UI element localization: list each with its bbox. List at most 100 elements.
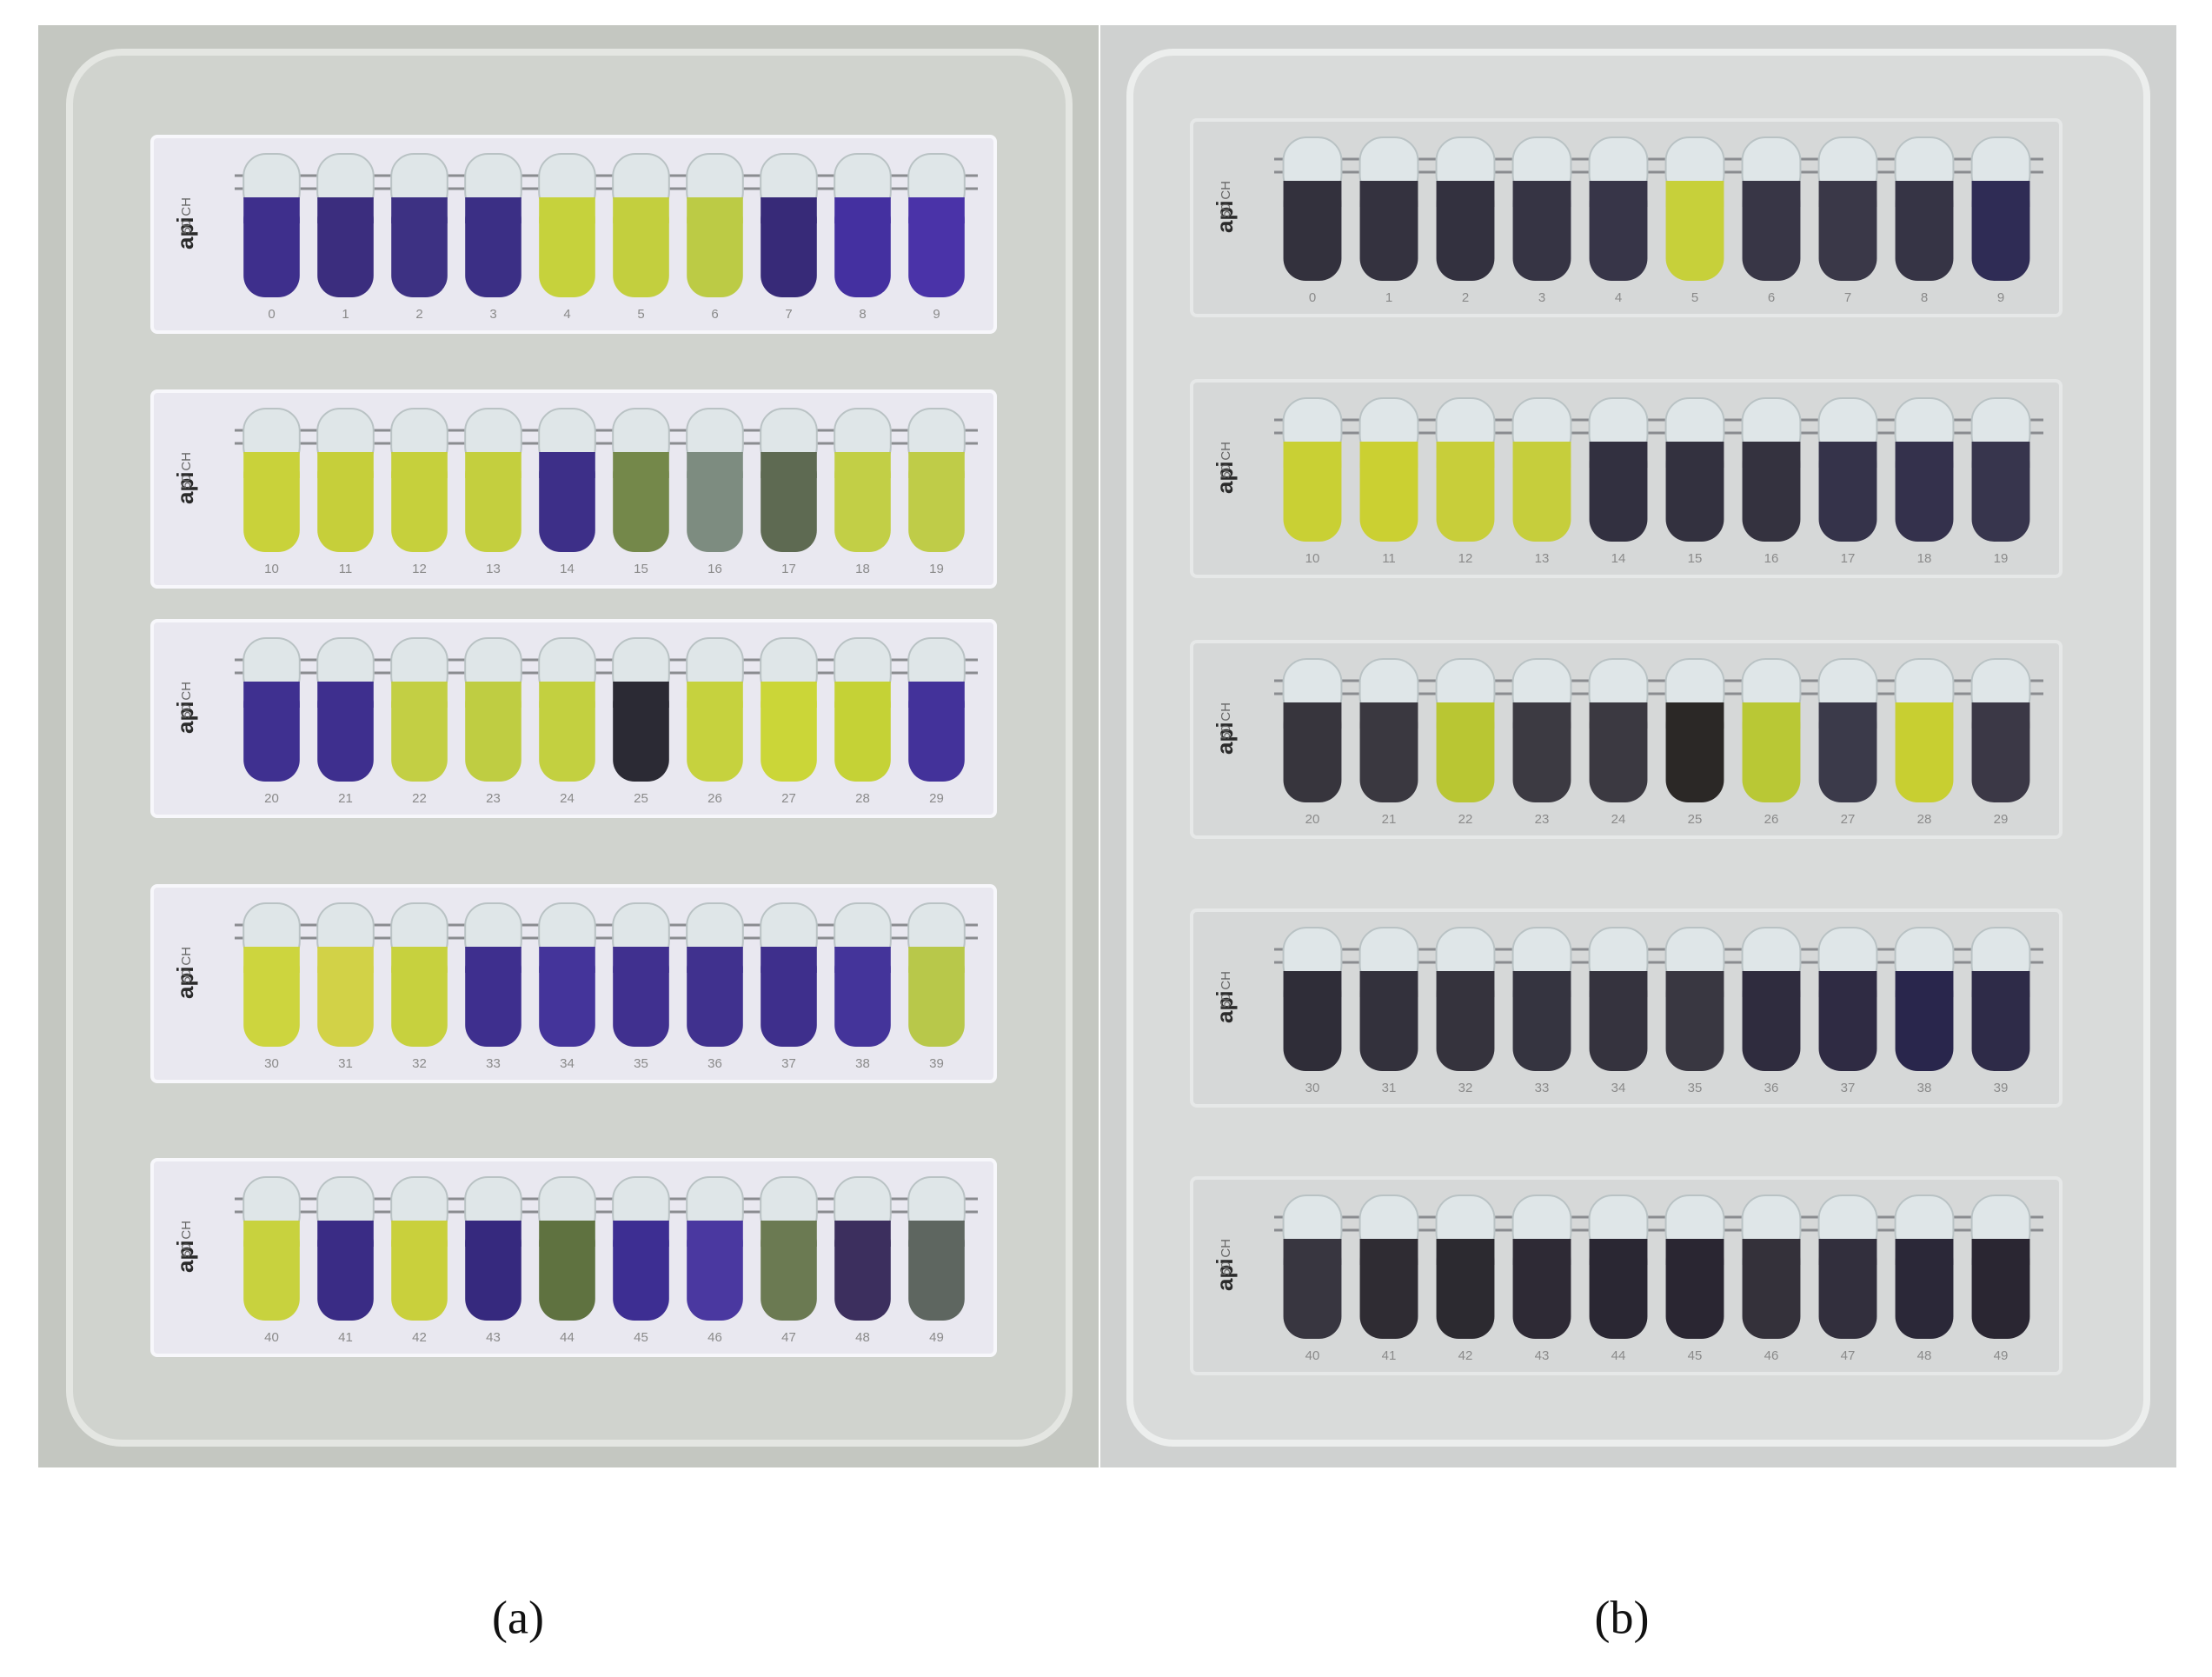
cupule-top <box>613 1221 669 1247</box>
cupule-top <box>317 452 374 478</box>
cupule-top <box>391 197 448 223</box>
cupule-top <box>613 197 669 223</box>
cupule-number: 7 <box>1844 290 1851 305</box>
cupule-number: 41 <box>338 1330 353 1345</box>
cupule-number: 10 <box>264 562 279 576</box>
cupule-number: 37 <box>781 1056 796 1071</box>
cupule-top <box>1895 1239 1954 1265</box>
cupule-number: 30 <box>264 1056 279 1071</box>
cupule-number: 20 <box>1305 812 1320 827</box>
cupule-top <box>539 1221 595 1247</box>
cupule-top <box>1359 181 1418 207</box>
cupule-number: 0 <box>268 307 275 322</box>
cupule-number: 6 <box>711 307 718 322</box>
cupule-number: 22 <box>412 791 427 806</box>
cupule-top <box>687 452 743 478</box>
cupule-top <box>243 682 300 708</box>
cupule-number: 42 <box>412 1330 427 1345</box>
cupule-number: 39 <box>1994 1081 2009 1095</box>
cupule-number: 4 <box>1615 290 1622 305</box>
cupule-number: 11 <box>1382 551 1396 566</box>
cupule-top <box>1665 442 1724 468</box>
cupule-top <box>1359 702 1418 729</box>
cupule-number: 12 <box>1458 551 1473 566</box>
cupule-number: 3 <box>1538 290 1545 305</box>
cupule-top <box>1818 971 1877 997</box>
cupule-top <box>1589 971 1648 997</box>
cupule-top <box>1665 181 1724 207</box>
cupule-number: 12 <box>412 562 427 576</box>
cupule-top <box>1971 181 2030 207</box>
cupule-top <box>1359 971 1418 997</box>
cupule-top <box>613 452 669 478</box>
strip-label: 50 CH <box>179 197 194 235</box>
cupule-number: 46 <box>707 1330 722 1345</box>
cupule-number: 2 <box>415 307 422 322</box>
cupule-top <box>1742 702 1801 729</box>
cupule-number: 13 <box>486 562 501 576</box>
cupule-top <box>908 1221 965 1247</box>
cupule-number: 47 <box>1841 1348 1856 1363</box>
strip-brand: api <box>172 701 198 734</box>
cupule-number: 35 <box>634 1056 648 1071</box>
cupule-number: 23 <box>1535 812 1550 827</box>
cupule-number: 16 <box>707 562 722 576</box>
cupule-number: 36 <box>707 1056 722 1071</box>
cupule-top <box>908 947 965 973</box>
cupule-number: 27 <box>781 791 796 806</box>
cupule-top <box>1895 181 1954 207</box>
cupule-number: 17 <box>1841 551 1856 566</box>
cupule-top <box>1895 971 1954 997</box>
strip-label: 50 CH <box>1219 1239 1233 1276</box>
cupule-top <box>1283 442 1342 468</box>
cupule-top <box>539 197 595 223</box>
strip-brand: api <box>1212 200 1238 233</box>
cupule-top <box>687 682 743 708</box>
cupule-top <box>1971 702 2030 729</box>
cupule-top <box>1283 181 1342 207</box>
cupule-number: 28 <box>1917 812 1932 827</box>
cupule-number: 9 <box>933 307 940 322</box>
cupule-top <box>465 947 521 973</box>
strip-brand: api <box>1212 461 1238 494</box>
strip-brand: api <box>1212 722 1238 755</box>
cupule-top <box>391 947 448 973</box>
cupule-number: 7 <box>785 307 792 322</box>
strip-label: 50 CH <box>179 1221 194 1258</box>
cupule-number: 6 <box>1768 290 1775 305</box>
caption: (a) <box>492 1591 544 1643</box>
cupule-top <box>834 947 891 973</box>
cupule-top <box>1512 702 1571 729</box>
cupule-number: 14 <box>1611 551 1626 566</box>
cupule-number: 48 <box>1917 1348 1932 1363</box>
cupule-top <box>834 452 891 478</box>
cupule-number: 29 <box>1994 812 2009 827</box>
cupule-number: 31 <box>1382 1081 1397 1095</box>
cupule-number: 38 <box>855 1056 870 1071</box>
strip-brand: api <box>1212 990 1238 1023</box>
cupule-top <box>1971 442 2030 468</box>
cupule-top <box>465 1221 521 1247</box>
cupule-top <box>1665 971 1724 997</box>
cupule-number: 30 <box>1305 1081 1320 1095</box>
cupule-top <box>834 197 891 223</box>
cupule-top <box>1589 442 1648 468</box>
cupule-number: 17 <box>781 562 796 576</box>
cupule-number: 5 <box>637 307 644 322</box>
strip-brand: api <box>172 471 198 504</box>
cupule-top <box>1665 1239 1724 1265</box>
strip-label: 50 CH <box>1219 971 1233 1008</box>
cupule-number: 28 <box>855 791 870 806</box>
cupule-number: 27 <box>1841 812 1856 827</box>
cupule-number: 10 <box>1305 551 1320 566</box>
cupule-top <box>908 197 965 223</box>
cupule-number: 37 <box>1841 1081 1856 1095</box>
cupule-top <box>391 1221 448 1247</box>
cupule-number: 46 <box>1764 1348 1779 1363</box>
cupule-number: 11 <box>339 562 353 576</box>
cupule-top <box>1359 442 1418 468</box>
cupule-top <box>687 947 743 973</box>
cupule-top <box>1971 1239 2030 1265</box>
cupule-top <box>1359 1239 1418 1265</box>
